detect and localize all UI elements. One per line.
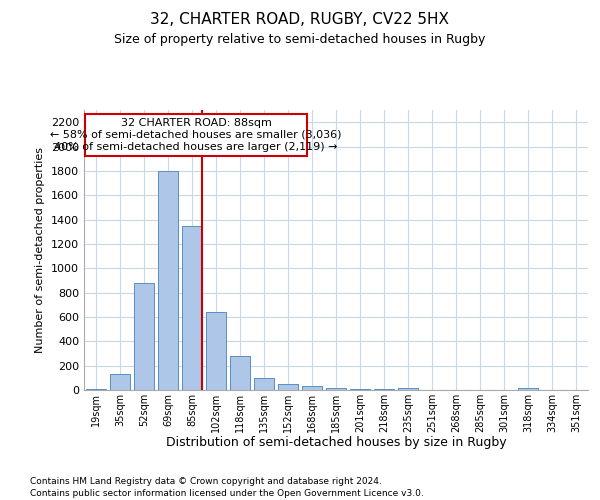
Bar — [278, 384, 298, 390]
Y-axis label: Number of semi-detached properties: Number of semi-detached properties — [35, 147, 46, 353]
Bar — [158, 171, 178, 390]
FancyBboxPatch shape — [85, 114, 307, 156]
Bar — [86, 389, 106, 390]
Bar — [110, 374, 130, 390]
Text: 32, CHARTER ROAD, RUGBY, CV22 5HX: 32, CHARTER ROAD, RUGBY, CV22 5HX — [151, 12, 449, 28]
Bar — [134, 283, 154, 390]
Bar — [398, 388, 418, 390]
Text: 40% of semi-detached houses are larger (2,119) →: 40% of semi-detached houses are larger (… — [55, 142, 338, 152]
Text: 32 CHARTER ROAD: 88sqm: 32 CHARTER ROAD: 88sqm — [121, 118, 272, 128]
Text: Size of property relative to semi-detached houses in Rugby: Size of property relative to semi-detach… — [115, 32, 485, 46]
Bar — [206, 312, 226, 390]
Text: Contains public sector information licensed under the Open Government Licence v3: Contains public sector information licen… — [30, 490, 424, 498]
Bar — [302, 386, 322, 390]
Bar — [254, 378, 274, 390]
Text: Distribution of semi-detached houses by size in Rugby: Distribution of semi-detached houses by … — [166, 436, 506, 449]
Bar — [182, 226, 202, 390]
Bar — [350, 389, 370, 390]
Bar — [518, 388, 538, 390]
Bar — [230, 356, 250, 390]
Text: ← 58% of semi-detached houses are smaller (3,036): ← 58% of semi-detached houses are smalle… — [50, 130, 342, 140]
Text: Contains HM Land Registry data © Crown copyright and database right 2024.: Contains HM Land Registry data © Crown c… — [30, 476, 382, 486]
Bar — [326, 388, 346, 390]
